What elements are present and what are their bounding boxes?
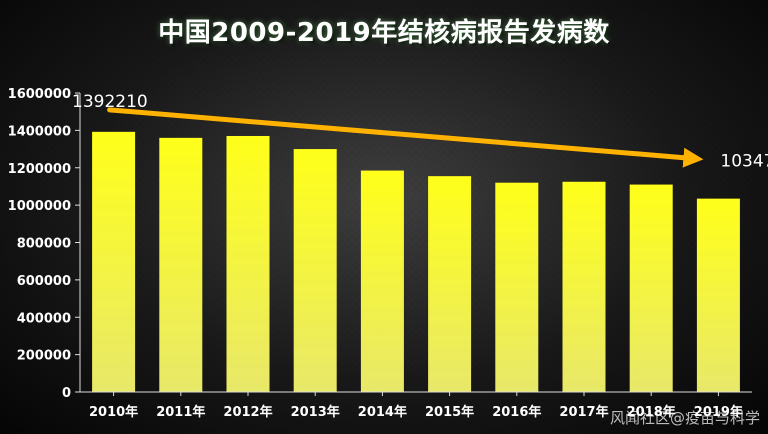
- y-tick-label: 200000: [17, 349, 71, 364]
- x-tick-label: 2013年: [291, 404, 340, 420]
- bar-2014年: [360, 170, 404, 392]
- bar-2010年: [92, 131, 136, 392]
- bar-2018年: [629, 184, 673, 392]
- x-tick-label: 2011年: [156, 404, 205, 420]
- x-tick-label: 2012年: [223, 404, 272, 420]
- x-axis: 2010年 2011年 2012年 2013年 2014年 2015年 2016年 2017年…: [80, 391, 752, 420]
- bar-2012年: [226, 135, 270, 392]
- y-axis: 0 200000 400000 600000 800000 1000000 1200000 1…: [8, 87, 81, 401]
- x-tick-label: 2016年: [492, 404, 541, 420]
- bar-2016年: [495, 182, 539, 392]
- y-tick-label: 1400000: [8, 124, 71, 139]
- x-tick-label: 2010年: [89, 404, 138, 420]
- bar-series: [92, 131, 740, 392]
- watermark: 风闻社区@疫苗与科学: [609, 409, 760, 427]
- y-tick-label: 1200000: [8, 162, 71, 177]
- bar-2019年: [696, 198, 740, 392]
- trend-annotation: 1392210 1034760: [72, 92, 768, 172]
- x-tick-label: 2019年: [694, 404, 743, 420]
- bar-2015年: [428, 176, 472, 392]
- y-tick-label: 1000000: [8, 199, 71, 214]
- y-tick-label: 600000: [17, 274, 71, 289]
- bar-2017年: [562, 181, 606, 392]
- chart-title: 中国2009-2019年结核病报告发病数: [158, 18, 610, 48]
- y-tick-label: 400000: [17, 311, 71, 326]
- y-tick-label: 1600000: [8, 87, 71, 102]
- x-tick-label: 2017年: [559, 404, 608, 420]
- x-tick-label: 2018年: [627, 404, 676, 420]
- start-value-label: 1392210: [72, 92, 148, 112]
- x-tick-label: 2014年: [358, 404, 407, 420]
- x-tick-label: 2015年: [425, 404, 474, 420]
- bar-2011年: [159, 137, 203, 392]
- y-tick-label: 800000: [17, 237, 71, 252]
- y-tick-label: 0: [62, 386, 71, 401]
- trend-arrow: [107, 107, 704, 168]
- bar-2013年: [293, 149, 337, 392]
- end-value-label: 1034760: [720, 152, 768, 172]
